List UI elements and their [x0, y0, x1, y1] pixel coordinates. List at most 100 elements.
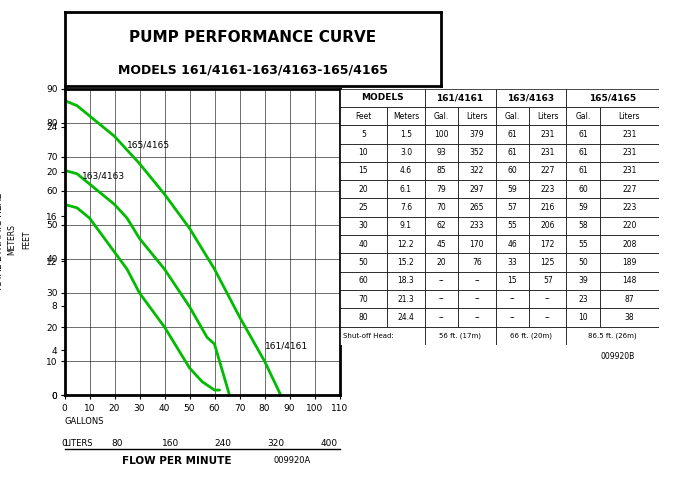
- Bar: [340, 180, 387, 198]
- Bar: [424, 253, 458, 272]
- Bar: [566, 308, 600, 327]
- Text: 10: 10: [359, 148, 368, 157]
- Bar: [387, 162, 424, 180]
- Bar: [424, 327, 496, 345]
- Bar: [458, 125, 496, 144]
- Text: 15: 15: [507, 276, 517, 285]
- Text: MODELS 161/4161-163/4163-165/4165: MODELS 161/4161-163/4163-165/4165: [118, 63, 388, 76]
- Bar: [600, 125, 659, 144]
- Text: 161/4161: 161/4161: [265, 342, 308, 351]
- Bar: [566, 125, 600, 144]
- Bar: [387, 107, 424, 125]
- Text: --: --: [510, 313, 515, 322]
- Text: 76: 76: [472, 258, 482, 267]
- Text: 57: 57: [543, 276, 553, 285]
- Bar: [458, 272, 496, 290]
- Bar: [424, 198, 458, 217]
- Text: 227: 227: [540, 167, 555, 175]
- Bar: [458, 107, 496, 125]
- Text: 7.6: 7.6: [400, 203, 412, 212]
- Bar: [340, 198, 387, 217]
- Bar: [496, 144, 529, 162]
- Bar: [496, 272, 529, 290]
- Bar: [424, 162, 458, 180]
- Bar: [566, 162, 600, 180]
- Bar: [496, 107, 529, 125]
- Bar: [496, 290, 529, 308]
- Text: 0: 0: [62, 439, 67, 447]
- Bar: [458, 235, 496, 253]
- Text: 3.0: 3.0: [400, 148, 412, 157]
- Text: Liters: Liters: [537, 112, 559, 121]
- Bar: [496, 327, 566, 345]
- Bar: [600, 272, 659, 290]
- Bar: [529, 272, 566, 290]
- Text: 20: 20: [437, 258, 446, 267]
- Bar: [424, 272, 458, 290]
- Bar: [340, 272, 387, 290]
- Bar: [566, 290, 600, 308]
- Text: 60: 60: [579, 185, 588, 194]
- Bar: [340, 89, 424, 107]
- Bar: [424, 290, 458, 308]
- Bar: [424, 308, 458, 327]
- Text: 125: 125: [540, 258, 555, 267]
- Bar: [600, 198, 659, 217]
- Text: 6.1: 6.1: [400, 185, 412, 194]
- Text: 163/4163: 163/4163: [507, 93, 555, 103]
- Text: Gal.: Gal.: [576, 112, 591, 121]
- Bar: [387, 217, 424, 235]
- Text: 189: 189: [622, 258, 637, 267]
- Text: 55: 55: [579, 240, 588, 249]
- Bar: [387, 198, 424, 217]
- Text: 66 ft. (20m): 66 ft. (20m): [510, 332, 552, 339]
- Y-axis label: TOTAL DYNAMIC HEAD: TOTAL DYNAMIC HEAD: [0, 192, 4, 292]
- Text: 23: 23: [579, 295, 588, 304]
- Bar: [496, 125, 529, 144]
- Text: 231: 231: [540, 130, 555, 139]
- Text: METERS: METERS: [7, 224, 17, 255]
- Text: 60: 60: [359, 276, 368, 285]
- Text: 208: 208: [622, 240, 637, 249]
- Bar: [566, 217, 600, 235]
- Text: 40: 40: [359, 240, 368, 249]
- Bar: [600, 290, 659, 308]
- Bar: [566, 180, 600, 198]
- Text: --: --: [545, 313, 551, 322]
- Bar: [496, 217, 529, 235]
- Text: 33: 33: [507, 258, 517, 267]
- Bar: [458, 290, 496, 308]
- Bar: [600, 235, 659, 253]
- Text: Liters: Liters: [466, 112, 488, 121]
- Bar: [458, 217, 496, 235]
- Text: 227: 227: [622, 185, 637, 194]
- Text: 148: 148: [622, 276, 637, 285]
- Bar: [458, 144, 496, 162]
- Text: --: --: [439, 313, 444, 322]
- Text: 70: 70: [437, 203, 446, 212]
- Text: 60: 60: [507, 167, 517, 175]
- Bar: [340, 290, 387, 308]
- Bar: [387, 144, 424, 162]
- Bar: [340, 125, 387, 144]
- Bar: [566, 144, 600, 162]
- Text: 18.3: 18.3: [398, 276, 414, 285]
- Text: 9.1: 9.1: [400, 221, 412, 230]
- Bar: [496, 308, 529, 327]
- Text: 25: 25: [359, 203, 368, 212]
- Bar: [600, 107, 659, 125]
- Bar: [340, 327, 424, 345]
- Text: 216: 216: [540, 203, 555, 212]
- Bar: [387, 253, 424, 272]
- Bar: [340, 162, 387, 180]
- Text: 57: 57: [507, 203, 517, 212]
- Text: 79: 79: [437, 185, 446, 194]
- Text: 379: 379: [470, 130, 484, 139]
- Bar: [424, 180, 458, 198]
- Bar: [496, 89, 566, 107]
- Text: 231: 231: [622, 167, 637, 175]
- Bar: [566, 235, 600, 253]
- Bar: [458, 198, 496, 217]
- Text: 165/4165: 165/4165: [127, 141, 170, 150]
- Bar: [458, 162, 496, 180]
